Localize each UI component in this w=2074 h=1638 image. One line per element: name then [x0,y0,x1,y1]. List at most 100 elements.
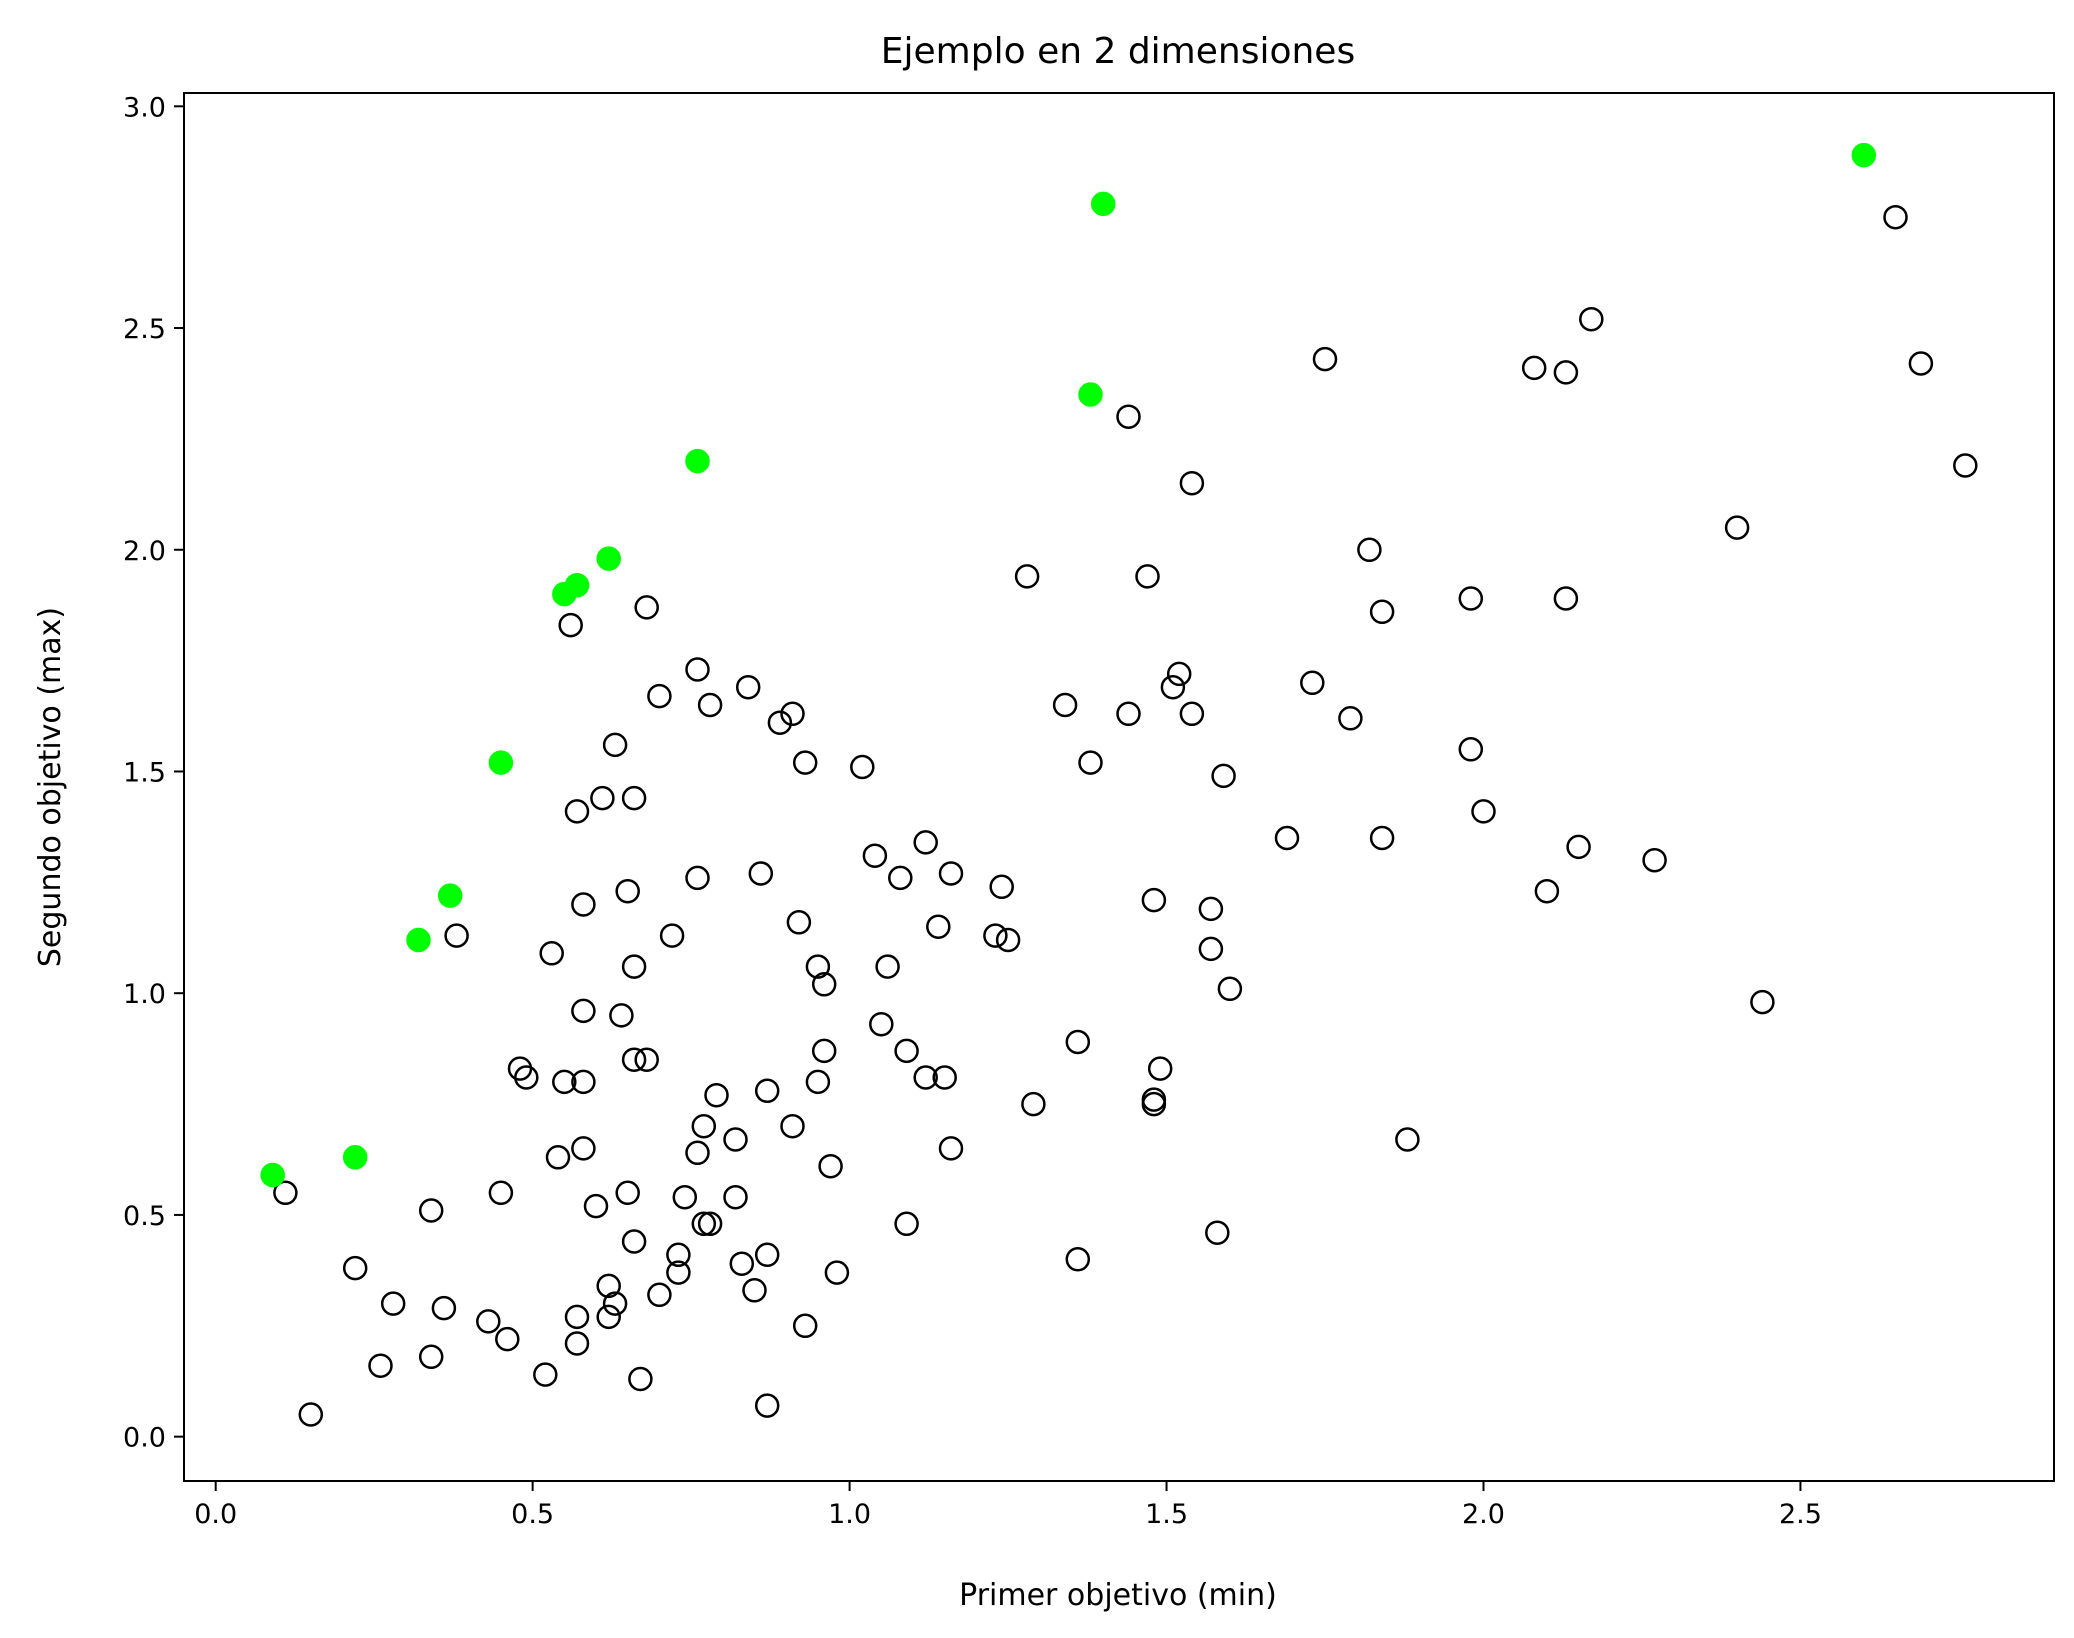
point-67 [780,1113,805,1139]
y-tick-label: 1.0 [123,979,166,1010]
pareto-point-3 [437,883,463,908]
point-26 [583,1193,609,1219]
series-filled [260,142,1877,1188]
point-82 [894,1038,919,1064]
pareto-point-10 [1090,191,1116,217]
point-124 [1458,737,1484,762]
point-77 [850,754,875,780]
pareto-point-8 [685,448,710,474]
point-72 [805,1069,831,1095]
point-111 [1198,936,1224,962]
y-axis-ticks: 0.0 0.5 1.0 1.5 2.0 2.5 3.0 [123,92,184,1454]
point-1 [298,1402,324,1427]
point-108 [1179,470,1205,496]
x-tick-label: 2.5 [1779,1499,1822,1530]
point-73 [811,972,837,997]
point-71 [805,954,831,979]
point-30 [602,732,628,758]
point-105 [1147,1056,1173,1081]
point-114 [1217,976,1243,1002]
point-79 [869,1011,894,1037]
x-axis-ticks: 0.0 0.5 1.0 1.5 2.0 2.5 [194,1481,1822,1530]
point-122 [1395,1127,1420,1152]
point-85 [913,1065,938,1090]
point-39 [628,1366,653,1392]
point-10 [488,1180,514,1206]
point-97 [1065,1247,1091,1272]
point-78 [862,843,888,868]
point-6 [418,1344,444,1370]
point-101 [1135,564,1160,589]
point-94 [1021,1091,1046,1117]
point-115 [1274,825,1300,851]
point-53 [697,692,723,718]
point-103 [1141,1091,1167,1117]
point-125 [1471,799,1496,824]
point-49 [685,1140,710,1166]
point-110 [1198,896,1224,922]
point-118 [1338,706,1363,731]
point-133 [1724,515,1750,540]
point-100 [1116,701,1141,727]
point-27 [590,785,615,811]
y-axis-label: Segundo objetivo (max) [33,607,68,967]
point-24 [571,1136,596,1161]
point-136 [1908,351,1934,376]
point-54 [697,1211,723,1237]
point-5 [418,1198,444,1223]
point-99 [1116,404,1141,429]
point-81 [888,865,913,891]
point-135 [1883,204,1908,230]
point-126 [1521,355,1547,381]
point-134 [1750,989,1775,1015]
x-tick-label: 2.0 [1462,1499,1505,1530]
point-76 [824,1260,850,1285]
point-104 [1141,887,1167,913]
y-tick-label: 0.0 [123,1423,166,1454]
point-129 [1553,586,1579,611]
point-86 [926,914,951,939]
point-120 [1369,825,1395,851]
data-points [260,142,1978,1427]
y-tick-label: 2.0 [123,536,166,567]
point-95 [1052,692,1078,718]
point-75 [818,1153,843,1179]
point-48 [685,865,710,891]
point-130 [1566,834,1591,860]
point-40 [634,595,659,620]
point-93 [1014,564,1040,589]
point-51 [691,1113,717,1139]
point-98 [1078,750,1103,775]
point-66 [780,701,805,727]
point-65 [767,710,793,735]
point-116 [1300,670,1325,696]
point-70 [792,750,818,775]
pareto-point-0 [260,1162,285,1188]
point-117 [1312,346,1338,372]
point-7 [431,1295,457,1321]
x-tick-label: 1.5 [1145,1499,1188,1530]
point-74 [811,1038,837,1064]
point-28 [596,1273,621,1299]
point-68 [786,910,812,935]
point-69 [792,1313,818,1339]
pareto-point-6 [564,572,590,598]
point-56 [723,1127,748,1152]
point-80 [875,954,900,979]
point-131 [1579,306,1604,332]
point-121 [1369,599,1395,625]
point-44 [659,923,685,948]
point-29 [596,1304,621,1330]
pareto-point-7 [596,546,621,571]
point-4 [380,1291,406,1316]
point-112 [1205,1220,1230,1245]
point-89 [938,1136,964,1161]
point-91 [989,874,1014,900]
point-19 [564,799,590,824]
point-96 [1065,1029,1091,1055]
plot-frame [183,92,2055,1482]
point-23 [571,1069,596,1095]
point-59 [735,674,761,700]
point-119 [1357,537,1382,563]
